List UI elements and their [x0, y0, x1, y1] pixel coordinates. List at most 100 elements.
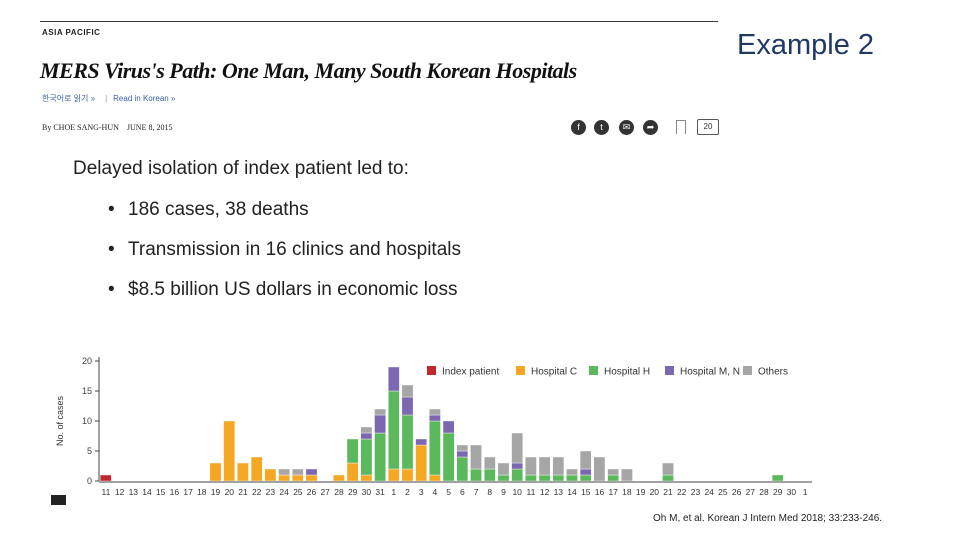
- bar-segment: [579, 474, 592, 482]
- y-axis-label: No. of cases: [55, 395, 65, 446]
- x-tick-label: 30: [787, 487, 797, 497]
- y-tick-label: 5: [87, 446, 92, 456]
- x-tick-label: 12: [115, 487, 125, 497]
- byline-author: By CHOE SANG-HUN: [42, 123, 119, 132]
- bar-segment: [209, 462, 222, 482]
- byline-date: JUNE 8, 2015: [126, 123, 173, 132]
- x-tick-label: 20: [225, 487, 235, 497]
- x-tick-label: 12: [540, 487, 550, 497]
- x-tick-label: 26: [732, 487, 742, 497]
- bar-segment: [401, 468, 414, 482]
- x-tick-label: 24: [704, 487, 714, 497]
- bar-segment: [456, 444, 469, 452]
- bar-segment: [223, 420, 236, 482]
- bar-segment: [511, 468, 524, 482]
- bar-segment: [662, 462, 674, 476]
- bar-segment: [470, 444, 482, 470]
- bullet-item: • 186 cases, 38 deaths: [108, 199, 309, 220]
- bar-segment: [346, 462, 359, 482]
- legend-label: Hospital C: [531, 367, 577, 378]
- bar-segment: [456, 450, 469, 458]
- korean-read-link[interactable]: 한국어로 읽기 »: [42, 94, 96, 103]
- twitter-icon[interactable]: t: [594, 120, 609, 135]
- y-tick-label: 15: [82, 386, 92, 396]
- x-tick-label: 26: [307, 487, 317, 497]
- bar-segment: [442, 432, 455, 482]
- bullet-item: • $8.5 billion US dollars in economic los…: [108, 279, 458, 300]
- legend-label: Index patient: [442, 367, 499, 378]
- bar-segment: [456, 456, 469, 482]
- bar-segment: [360, 438, 373, 476]
- x-tick-label: 9: [501, 487, 506, 497]
- x-tick-label: 13: [129, 487, 139, 497]
- x-tick-label: 17: [183, 487, 193, 497]
- x-tick-label: 16: [170, 487, 180, 497]
- x-tick-label: 7: [474, 487, 479, 497]
- facebook-icon[interactable]: f: [571, 120, 586, 135]
- bar-segment: [579, 468, 592, 476]
- x-tick-label: 20: [650, 487, 660, 497]
- x-tick-label: 23: [691, 487, 701, 497]
- bar-segment: [250, 456, 263, 482]
- bar-segment: [579, 450, 592, 470]
- bar-segment: [388, 468, 400, 482]
- bar-segment: [401, 396, 414, 416]
- article-headline[interactable]: MERS Virus's Path: One Man, Many South K…: [40, 58, 577, 83]
- read-in-korean-link[interactable]: Read in Korean »: [113, 94, 176, 103]
- x-tick-label: 31: [375, 487, 385, 497]
- x-tick-label: 27: [746, 487, 756, 497]
- bar-segment: [511, 462, 524, 470]
- comment-icon[interactable]: 20: [697, 119, 719, 135]
- bullet-text: 186 cases, 38 deaths: [128, 199, 309, 220]
- x-tick-label: 6: [460, 487, 465, 497]
- bar-segment: [429, 474, 441, 482]
- x-tick-label: 1: [803, 487, 808, 497]
- x-tick-label: 28: [759, 487, 769, 497]
- x-tick-label: 19: [211, 487, 221, 497]
- legend-swatch: [743, 366, 752, 375]
- bar-segment: [429, 408, 441, 416]
- bar-segment: [401, 384, 414, 398]
- x-tick-label: 14: [142, 487, 152, 497]
- legend-swatch: [427, 366, 436, 375]
- bar-segment: [497, 462, 510, 476]
- x-tick-label: 2: [405, 487, 410, 497]
- bar-segment: [593, 456, 606, 482]
- x-tick-label: 19: [636, 487, 646, 497]
- bar-segment: [470, 468, 482, 482]
- bar-segment: [607, 474, 619, 482]
- citation: Oh M, et al. Korean J Intern Med 2018; 3…: [653, 513, 883, 524]
- email-icon[interactable]: ✉: [619, 120, 634, 135]
- bar-segment: [360, 426, 373, 434]
- bar-segment: [388, 366, 400, 392]
- x-tick-label: 13: [554, 487, 564, 497]
- bar-segment: [333, 474, 345, 482]
- bar-segment: [291, 468, 304, 476]
- bar-segment: [374, 414, 386, 434]
- bar-segment: [291, 474, 304, 482]
- y-tick-label: 0: [87, 476, 92, 486]
- x-tick-label: 25: [718, 487, 728, 497]
- x-tick-label: 21: [238, 487, 248, 497]
- bar-segment: [511, 432, 524, 464]
- bar-segment: [429, 420, 441, 476]
- x-tick-label: 29: [348, 487, 358, 497]
- bar-segment: [415, 438, 428, 446]
- x-tick-label: 18: [197, 487, 207, 497]
- bar-segment: [360, 432, 373, 440]
- bar-segment: [264, 468, 277, 482]
- bar-segment: [374, 432, 386, 482]
- bar-segment: [552, 456, 565, 476]
- y-tick-label: 10: [82, 416, 92, 426]
- bar-segment: [497, 474, 510, 482]
- x-tick-label: 15: [156, 487, 166, 497]
- x-tick-label: 25: [293, 487, 303, 497]
- article-byline: By CHOE SANG-HUN JUNE 8, 2015: [42, 123, 180, 132]
- share-icon[interactable]: ➦: [643, 120, 658, 135]
- bookmark-icon[interactable]: [676, 120, 686, 134]
- slide-title: Example 2: [737, 29, 875, 61]
- legend-label: Others: [758, 367, 788, 378]
- slide-lead-text: Delayed isolation of index patient led t…: [73, 158, 409, 179]
- bar-segment: [484, 468, 496, 482]
